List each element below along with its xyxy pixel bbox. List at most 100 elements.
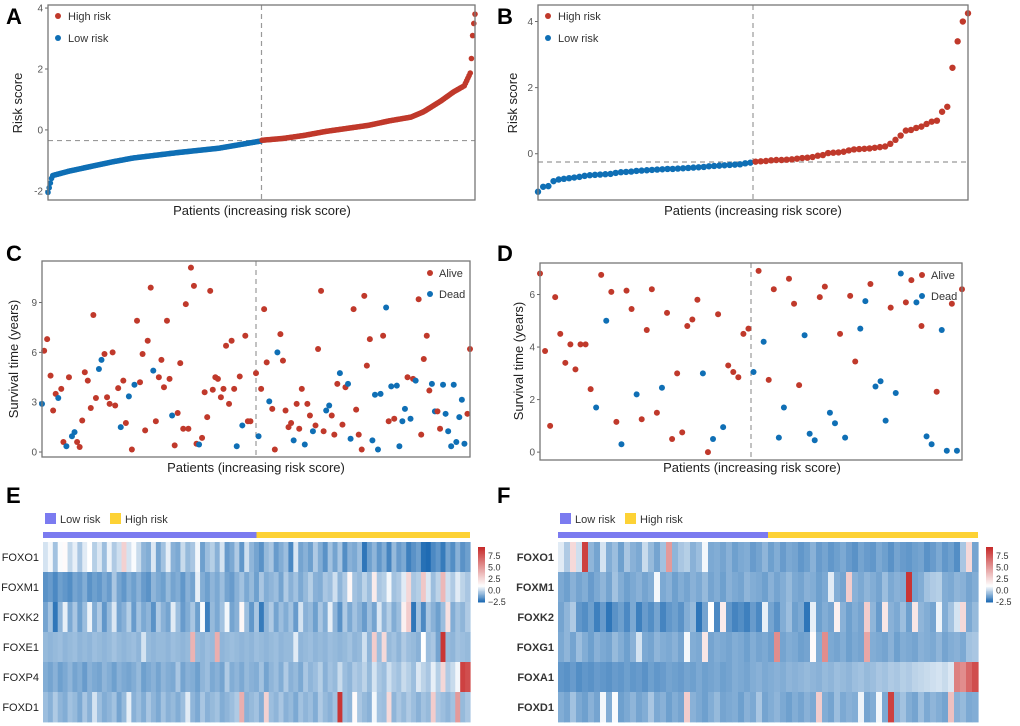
heatmap-cell (298, 662, 304, 693)
heatmap-cell (268, 602, 275, 633)
heatmap-cell (224, 572, 231, 603)
dead-point (336, 370, 343, 377)
heatmap-cell (67, 632, 74, 663)
heatmap-cell (624, 602, 631, 633)
heatmap-cell (768, 662, 775, 693)
heatmap-cell (792, 632, 799, 663)
heatmap-cell (834, 662, 841, 693)
heatmap-cell (624, 632, 631, 663)
legend-low-risk-label: Low risk (68, 33, 109, 45)
alive-point (81, 369, 88, 376)
heatmap-cell (588, 602, 595, 633)
heatmap-cell (666, 632, 673, 663)
heatmap-cell (381, 662, 388, 693)
low-risk-point (628, 168, 635, 175)
dead-point (255, 433, 262, 440)
heatmap-cell (366, 662, 373, 693)
alive-point (87, 405, 94, 411)
heatmap-cell (936, 602, 943, 633)
colorbar-segment (478, 567, 485, 570)
heatmap-cell (396, 692, 402, 723)
heatmap-cell (214, 632, 221, 663)
heatmap-cell (894, 572, 901, 603)
heatmap-cell (690, 632, 697, 663)
alive-point (214, 375, 221, 382)
heatmap-cell (966, 662, 973, 693)
heatmap-cell (822, 662, 829, 693)
heatmap-cell (57, 542, 64, 573)
heatmap-cell (239, 632, 245, 663)
heatmap-cell (288, 542, 294, 573)
heatmap-cell (357, 662, 363, 693)
heatmap-cell (396, 602, 402, 633)
heatmap-cell (376, 632, 383, 663)
heatmap-cell (460, 662, 466, 693)
heatmap-cell (146, 662, 152, 693)
heatmap-cell (77, 602, 83, 633)
low-risk-point (602, 171, 609, 178)
alive-point (821, 283, 828, 290)
heatmap-cell (804, 602, 811, 633)
alive-point (207, 287, 214, 294)
heatmap-cell (214, 662, 221, 693)
alive-point (296, 425, 303, 432)
heatmap-cell (57, 602, 64, 633)
heatmap-cell (612, 542, 619, 573)
heatmap-cell (582, 632, 589, 663)
heatmap-cell (67, 662, 74, 693)
heatmap-cell (362, 662, 368, 693)
heatmap-cell (846, 542, 853, 573)
heatmap-cell (762, 632, 769, 663)
heatmap-cell (337, 692, 343, 723)
alive-point (171, 442, 178, 449)
y-tick-label: 0 (31, 448, 37, 459)
colorbar-segment (986, 589, 993, 592)
heatmap-cell (576, 542, 583, 573)
heatmap-cell (906, 632, 913, 663)
heatmap-cell (141, 632, 147, 663)
heatmap-cell (185, 542, 191, 573)
heatmap-cell (150, 602, 157, 633)
heatmap-cell (570, 602, 577, 633)
heatmap-cell (588, 572, 595, 603)
dead-point (383, 304, 390, 311)
heatmap-cell (924, 542, 931, 573)
heatmap-cell (121, 662, 128, 693)
heatmap-cell (762, 662, 769, 693)
alive-point (190, 282, 197, 289)
heatmap-cell (190, 692, 196, 723)
heatmap-cell (774, 542, 781, 573)
heatmap-cell (744, 602, 751, 633)
heatmap-cell (774, 692, 781, 723)
heatmap-cell (214, 572, 221, 603)
alive-point (355, 431, 362, 438)
heatmap-cell (52, 542, 59, 573)
heatmap-cell (720, 572, 727, 603)
colorbar-segment (986, 547, 993, 549)
alive-point (730, 369, 737, 376)
high-risk-point (773, 156, 780, 164)
heatmap-cell (678, 662, 685, 693)
heatmap-cell (642, 542, 649, 573)
heatmap-cell (756, 662, 763, 693)
heatmap-cell (352, 602, 358, 633)
heatmap-cell (386, 602, 393, 633)
heatmap-cell (465, 662, 471, 693)
heatmap-cell (273, 602, 280, 633)
dead-point (699, 370, 706, 377)
heatmap-cell (445, 662, 451, 693)
alive-point (385, 418, 392, 425)
heatmap-cell (72, 542, 78, 573)
alive-point (339, 421, 346, 428)
heatmap-cell (126, 602, 132, 633)
heatmap-cell (106, 542, 113, 573)
plot-frame (47, 4, 476, 201)
dead-point (720, 424, 727, 431)
panel-f: F Low risk High risk FOXO1 FOXM1 FOXK2 FOXG1 FO… (497, 483, 1012, 723)
alive-point (180, 425, 187, 432)
heatmap-cell (918, 692, 925, 723)
heatmap-cell (445, 692, 451, 723)
alive-point (76, 444, 83, 451)
heatmap-cell (357, 542, 363, 573)
gene-label: FOXK2 (517, 612, 554, 624)
